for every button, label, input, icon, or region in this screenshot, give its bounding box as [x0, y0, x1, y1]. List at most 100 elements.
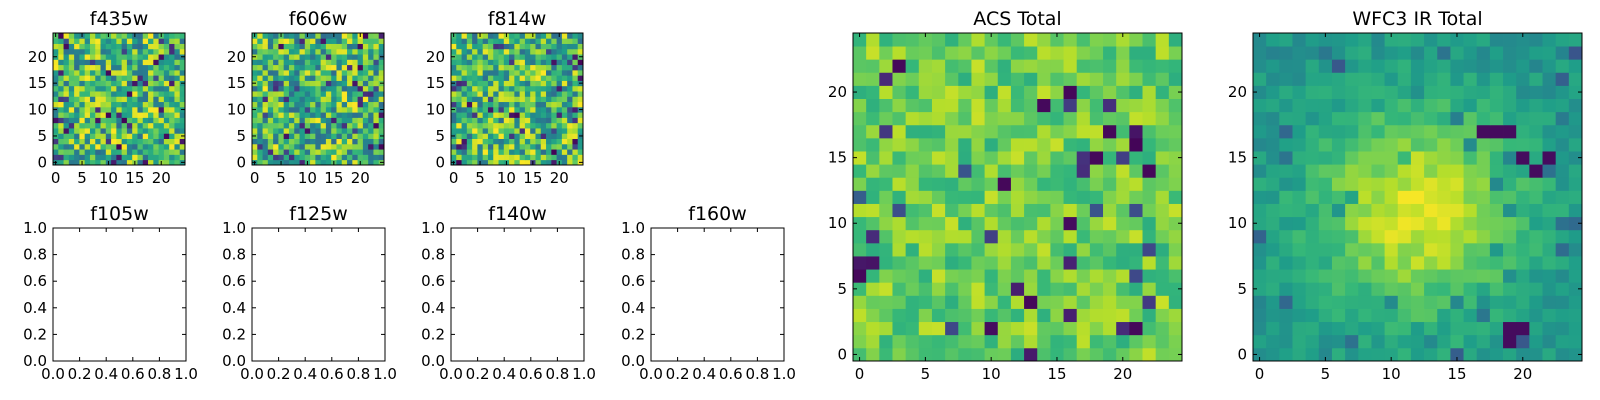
heatmap-cell [368, 138, 374, 145]
heatmap-cell [169, 96, 175, 103]
heatmap-cell [958, 347, 972, 362]
heatmap-cell [498, 117, 505, 124]
heatmap-cell [1318, 59, 1333, 73]
heatmap-cell [74, 48, 80, 55]
heatmap-cell [879, 190, 893, 204]
heatmap-cell [1371, 334, 1385, 349]
heatmap-cell [1331, 334, 1346, 349]
heatmap-cell [336, 48, 343, 55]
heatmap-cell [126, 128, 133, 134]
heatmap-cell [1345, 111, 1359, 126]
heatmap-cell [1542, 203, 1557, 218]
heatmap-cell [1371, 177, 1385, 191]
heatmap-cell [278, 133, 285, 139]
heatmap-cell [905, 124, 920, 139]
heatmap-cell [1168, 59, 1183, 73]
heatmap-cell [466, 122, 473, 129]
heatmap-cell [567, 69, 573, 76]
heatmap-cell [84, 117, 91, 124]
heatmap-cell [320, 38, 327, 44]
heatmap-cell [866, 98, 880, 113]
heatmap-cell [1371, 308, 1385, 323]
heatmap-cell [461, 143, 468, 150]
heatmap-cell [341, 112, 348, 118]
heatmap-cell [1568, 98, 1583, 113]
heatmap-cell [971, 85, 985, 99]
heatmap-cell [556, 138, 563, 145]
heatmap-cell [304, 80, 311, 87]
heatmap-cell [1542, 46, 1557, 60]
heatmap-cell [1010, 282, 1025, 296]
heatmap-cell [1292, 295, 1307, 309]
heatmap-cell [267, 38, 274, 44]
heatmap-cell [1529, 256, 1543, 270]
heatmap-cell [310, 101, 316, 108]
heatmap-cell [1318, 33, 1333, 47]
heatmap-cell [1168, 334, 1183, 349]
x-tick-label: 1.0 [174, 365, 198, 383]
heatmap-cell [1037, 177, 1051, 191]
heatmap-cell [320, 64, 327, 71]
heatmap-cell [984, 282, 999, 296]
heatmap-cell [84, 133, 91, 139]
heatmap-cell [100, 149, 107, 155]
heatmap-cell [262, 138, 269, 145]
heatmap-cell [252, 122, 258, 129]
heatmap-cell [546, 112, 552, 118]
heatmap-cell [472, 54, 478, 60]
heatmap-cell [1331, 321, 1346, 336]
heatmap-cell [1253, 334, 1267, 349]
heatmap-cell [892, 46, 907, 60]
heatmap-cell [1424, 190, 1438, 204]
heatmap-cell [1076, 334, 1091, 349]
heatmap-cell [931, 334, 946, 349]
heatmap-cell [519, 101, 526, 108]
heatmap-cell [466, 138, 473, 145]
heatmap-cell [984, 190, 999, 204]
heatmap-cell [352, 159, 358, 166]
heatmap-cell [1358, 308, 1372, 323]
heatmap-cell [257, 154, 263, 161]
heatmap-cell [89, 96, 96, 103]
heatmap-cell [142, 75, 149, 81]
heatmap-cell [1345, 124, 1359, 139]
heatmap-cell [540, 117, 547, 124]
heatmap-cell [1410, 190, 1425, 204]
heatmap-cell [918, 216, 933, 231]
heatmap-cell [357, 122, 364, 129]
heatmap-cell [1568, 151, 1583, 165]
heatmap-cell [1437, 46, 1451, 60]
heatmap-cell [89, 91, 96, 97]
heatmap-cell [368, 133, 374, 139]
heatmap-cell [336, 101, 343, 108]
heatmap-cell [121, 143, 128, 150]
heatmap-cell [336, 96, 343, 103]
heatmap-cell [95, 85, 101, 92]
heatmap-cell [158, 106, 165, 113]
heatmap-cell [456, 149, 462, 155]
heatmap-cell [142, 69, 149, 76]
heatmap-cell [892, 203, 907, 218]
heatmap-cell [535, 138, 542, 145]
heatmap-cell [169, 59, 175, 66]
heatmap-cell [142, 59, 149, 66]
heatmap-cell [325, 48, 332, 55]
heatmap-cell [1489, 33, 1504, 47]
heatmap-cell [503, 122, 510, 129]
heatmap-cell [273, 154, 279, 161]
y-tick-label: 1.0 [222, 219, 246, 237]
heatmap-cell [853, 33, 867, 47]
heatmap-cell [1371, 203, 1385, 218]
heatmap-cell [373, 48, 380, 55]
heatmap-cell [1542, 137, 1557, 152]
heatmap-cell [493, 75, 499, 81]
heatmap-cell [1129, 33, 1143, 47]
heatmap-cell [89, 80, 96, 87]
heatmap-cell [466, 117, 473, 124]
heatmap-cell [288, 54, 295, 60]
heatmap-cell [68, 117, 75, 124]
heatmap-cell [1476, 269, 1491, 283]
heatmap-cell [971, 256, 985, 270]
heatmap-cell [1463, 46, 1478, 60]
heatmap-cell [142, 91, 149, 97]
